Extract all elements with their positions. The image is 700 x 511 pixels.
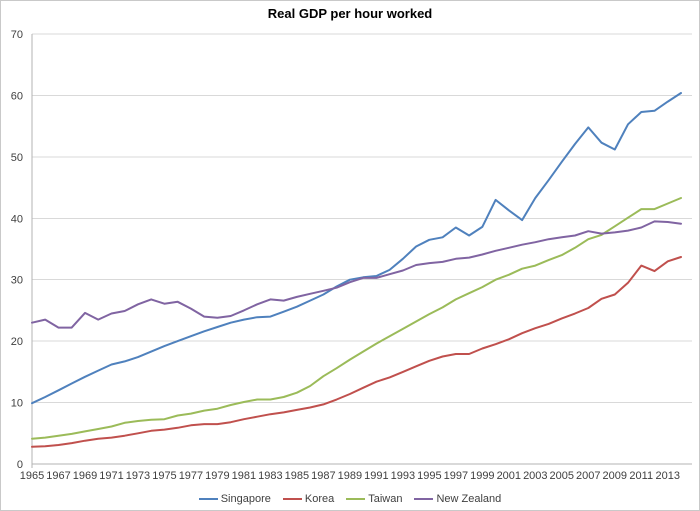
x-tick-label: 2009 [603,470,627,482]
y-tick-label: 40 [11,213,23,225]
x-tick-label: 1999 [470,470,494,482]
legend: Singapore Korea Taiwan New Zealand [1,493,699,505]
x-tick-label: 1975 [152,470,176,482]
series-line-new-zealand [31,220,682,329]
x-tick-label: 1995 [417,470,441,482]
x-tick-label: 1987 [311,470,335,482]
y-tick-label: 50 [11,152,23,164]
x-tick-label: 2005 [550,470,574,482]
legend-label: Singapore [220,493,271,505]
x-tick-label: 1991 [364,470,388,482]
x-tick-label: 2007 [576,470,600,482]
x-tick-label: 1997 [444,470,468,482]
x-tick-label: 1965 [20,470,44,482]
x-tick-label: 1967 [46,470,70,482]
legend-item-new-zealand: New Zealand [414,493,501,505]
x-tick-label: 2003 [523,470,547,482]
y-tick-label: 10 [11,398,23,410]
x-tick-label: 1993 [391,470,415,482]
x-tick-label: 1969 [73,470,97,482]
x-tick-label: 1981 [232,470,256,482]
y-tick-label: 60 [11,90,23,102]
x-tick-label: 1989 [338,470,362,482]
legend-item-singapore: Singapore [198,493,271,505]
x-tick-label: 1973 [126,470,150,482]
legend-line-swatch [282,498,302,500]
y-tick-label: 20 [11,336,23,348]
legend-line-swatch [198,498,218,500]
chart-title: Real GDP per hour worked [267,6,433,21]
x-tick-label: 1971 [99,470,123,482]
y-tick-label: 30 [11,275,23,287]
x-tick-label: 1983 [258,470,282,482]
legend-item-taiwan: Taiwan [346,493,402,505]
legend-label: Korea [304,493,335,505]
x-tick-label: 2001 [497,470,521,482]
y-tick-label: 70 [11,29,23,41]
series-line-singapore [31,92,682,405]
x-tick-label: 1985 [285,470,309,482]
x-tick-label: 2013 [656,470,680,482]
legend-line-swatch [414,498,434,500]
y-tick-label: 0 [17,459,23,471]
legend-line-swatch [346,498,366,500]
legend-label: Taiwan [368,493,403,505]
series-line-korea [31,256,682,448]
legend-item-korea: Korea [282,493,335,505]
legend-label: New Zealand [436,493,502,505]
series-line-taiwan [31,197,682,440]
x-tick-label: 1979 [205,470,229,482]
x-tick-label: 2011 [629,470,653,482]
x-tick-label: 1977 [179,470,203,482]
